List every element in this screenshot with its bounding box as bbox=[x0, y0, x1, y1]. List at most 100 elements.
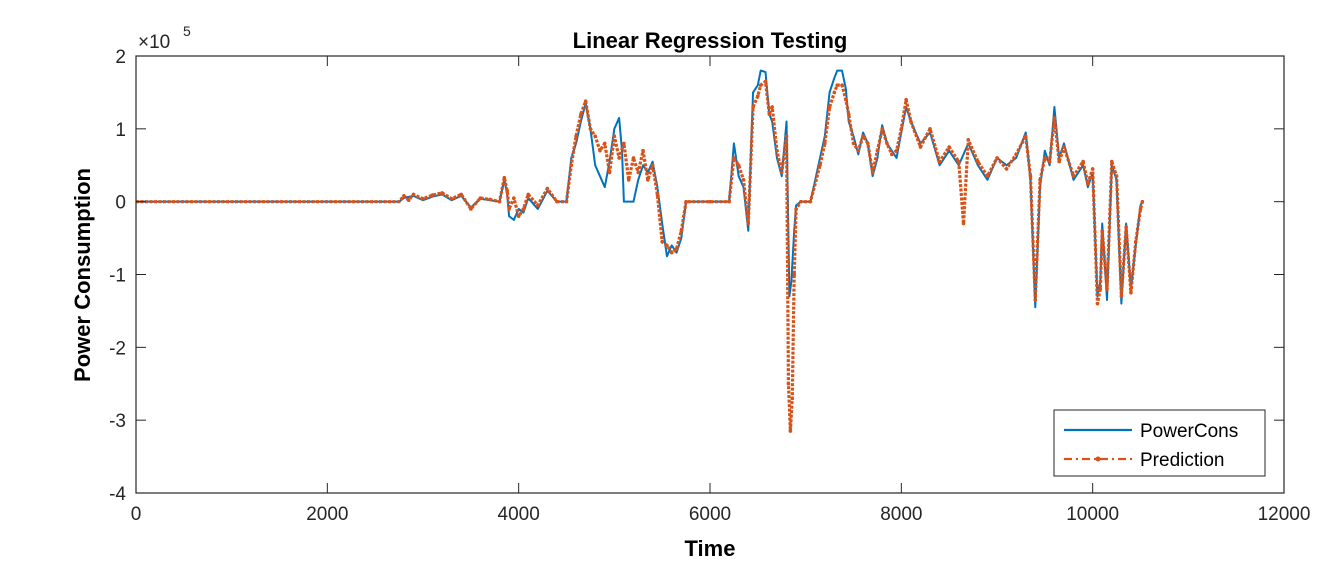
prediction-point bbox=[909, 119, 913, 124]
prediction-point bbox=[889, 152, 894, 157]
prediction-point bbox=[1138, 207, 1143, 211]
prediction-point bbox=[1140, 199, 1145, 204]
prediction-point bbox=[732, 156, 736, 160]
prediction-point bbox=[763, 79, 768, 84]
prediction-point bbox=[928, 127, 932, 131]
x-tick-label: 10000 bbox=[1066, 504, 1119, 525]
prediction-point bbox=[904, 97, 908, 102]
prediction-point bbox=[918, 145, 923, 149]
x-tick-label: 4000 bbox=[498, 504, 540, 525]
prediction-point bbox=[646, 178, 650, 182]
prediction-point bbox=[1033, 298, 1038, 302]
prediction-point bbox=[1062, 145, 1066, 149]
prediction-point bbox=[866, 141, 870, 146]
prediction-point bbox=[790, 396, 795, 401]
legend: PowerCons Prediction bbox=[1053, 409, 1266, 477]
prediction-point bbox=[885, 141, 889, 146]
prediction-point bbox=[626, 178, 631, 182]
prediction-point bbox=[497, 199, 502, 204]
prediction-point bbox=[956, 159, 961, 164]
y-tick-label: 1 bbox=[115, 120, 126, 141]
prediction-point bbox=[727, 199, 731, 204]
prediction-point bbox=[823, 141, 827, 146]
y-axis-title: Power Consumption bbox=[70, 168, 95, 382]
prediction-point bbox=[1014, 152, 1018, 157]
legend-label-prediction: Prediction bbox=[1140, 450, 1225, 471]
prediction-point bbox=[756, 94, 760, 98]
prediction-point bbox=[976, 159, 980, 164]
prediction-point bbox=[1086, 181, 1090, 186]
series-layer bbox=[136, 69, 1145, 433]
prediction-point bbox=[1081, 159, 1085, 164]
prediction-point bbox=[894, 148, 899, 153]
prediction-point bbox=[545, 186, 550, 191]
prediction-point bbox=[1114, 174, 1119, 178]
prediction-point bbox=[835, 83, 840, 87]
prediction-point bbox=[669, 250, 674, 255]
legend-box bbox=[1053, 409, 1266, 477]
prediction-point bbox=[507, 207, 511, 211]
prediction-point bbox=[808, 199, 813, 204]
prediction-point bbox=[818, 163, 822, 168]
y-tick-label: 0 bbox=[115, 193, 126, 214]
prediction-point bbox=[832, 90, 837, 95]
prediction-point bbox=[564, 199, 569, 204]
prediction-point bbox=[579, 112, 583, 117]
series-line-prediction bbox=[136, 79, 1144, 433]
prediction-point bbox=[851, 141, 856, 146]
x-tick-label: 6000 bbox=[689, 504, 731, 525]
y-tick-label: 2 bbox=[115, 47, 126, 68]
prediction-point bbox=[784, 134, 789, 138]
prediction-point bbox=[708, 199, 712, 204]
prediction-point bbox=[1095, 301, 1100, 306]
prediction-point bbox=[505, 188, 509, 193]
prediction-point bbox=[1129, 290, 1133, 295]
prediction-point bbox=[1047, 159, 1052, 164]
prediction-point bbox=[1057, 159, 1061, 164]
prediction-point bbox=[574, 134, 578, 138]
prediction-point bbox=[655, 192, 660, 197]
prediction-point bbox=[593, 134, 597, 138]
prediction-point bbox=[502, 175, 507, 180]
x-tick-label: 8000 bbox=[880, 504, 922, 525]
prediction-point bbox=[641, 148, 645, 153]
prediction-point bbox=[770, 105, 774, 109]
prediction-point bbox=[512, 196, 516, 200]
x-tick-label: 2000 bbox=[306, 504, 348, 525]
prediction-point bbox=[788, 429, 793, 433]
prediction-point bbox=[1028, 174, 1033, 178]
prediction-point bbox=[937, 159, 942, 164]
prediction-point bbox=[421, 196, 425, 201]
ticks-layer: 0 2000 4000 6000 8000 10000 12000 -4 -3 -2 -1 0 1 2 bbox=[109, 47, 1310, 525]
prediction-point bbox=[478, 196, 483, 200]
prediction-point bbox=[406, 198, 411, 203]
prediction-point bbox=[674, 247, 679, 251]
prediction-point bbox=[1004, 167, 1009, 171]
prediction-point bbox=[598, 148, 602, 153]
prediction-point bbox=[767, 112, 772, 117]
prediction-point bbox=[1100, 229, 1105, 233]
prediction-point bbox=[569, 163, 574, 168]
prediction-point bbox=[440, 191, 444, 195]
prediction-point bbox=[650, 163, 655, 168]
y-exponent-base: ×10 bbox=[138, 32, 170, 53]
y-exponent-power: 5 bbox=[183, 23, 191, 39]
prediction-point bbox=[516, 214, 521, 219]
prediction-point bbox=[985, 174, 990, 178]
prediction-point bbox=[469, 207, 473, 211]
prediction-point bbox=[1052, 116, 1057, 120]
prediction-point bbox=[1105, 287, 1109, 291]
y-tick-label: -1 bbox=[109, 266, 126, 287]
x-tick-label: 0 bbox=[131, 504, 142, 525]
prediction-point bbox=[607, 170, 612, 175]
prediction-point bbox=[602, 141, 607, 146]
prediction-point bbox=[966, 137, 971, 142]
x-tick-label: 12000 bbox=[1258, 504, 1311, 525]
prediction-point bbox=[536, 203, 540, 208]
prediction-point bbox=[827, 105, 832, 109]
prediction-point bbox=[459, 192, 464, 197]
prediction-point bbox=[746, 221, 751, 226]
prediction-point bbox=[430, 193, 435, 197]
prediction-point bbox=[1098, 287, 1103, 291]
